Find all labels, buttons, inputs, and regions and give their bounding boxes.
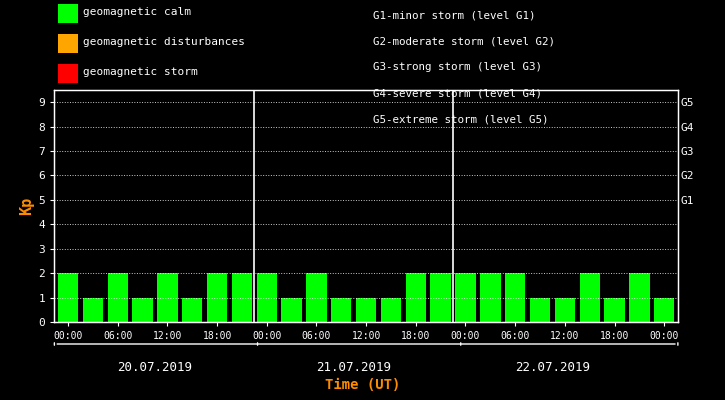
Text: G2-moderate storm (level G2): G2-moderate storm (level G2) (373, 36, 555, 46)
Bar (157, 273, 178, 322)
Text: G4-severe storm (level G4): G4-severe storm (level G4) (373, 88, 542, 98)
Text: Time (UT): Time (UT) (325, 378, 400, 392)
Bar (257, 273, 277, 322)
Bar (83, 298, 103, 322)
Text: 22.07.2019: 22.07.2019 (515, 361, 590, 374)
Text: G5-extreme storm (level G5): G5-extreme storm (level G5) (373, 114, 549, 124)
Bar (133, 298, 153, 322)
Text: 20.07.2019: 20.07.2019 (117, 361, 192, 374)
Bar (356, 298, 376, 322)
Bar (281, 298, 302, 322)
Bar (530, 298, 550, 322)
Bar (654, 298, 674, 322)
Bar (431, 273, 451, 322)
Bar (331, 298, 352, 322)
Bar (381, 298, 401, 322)
Bar (232, 273, 252, 322)
Bar (107, 273, 128, 322)
Text: G1-minor storm (level G1): G1-minor storm (level G1) (373, 10, 536, 20)
Bar (182, 298, 202, 322)
Bar (405, 273, 426, 322)
Text: geomagnetic disturbances: geomagnetic disturbances (83, 37, 245, 47)
Bar (605, 298, 625, 322)
Bar (555, 298, 575, 322)
Text: 21.07.2019: 21.07.2019 (316, 361, 392, 374)
Text: geomagnetic storm: geomagnetic storm (83, 67, 198, 77)
Bar (480, 273, 500, 322)
Text: G3-strong storm (level G3): G3-strong storm (level G3) (373, 62, 542, 72)
Bar (58, 273, 78, 322)
Bar (306, 273, 327, 322)
Bar (629, 273, 650, 322)
Text: geomagnetic calm: geomagnetic calm (83, 7, 191, 17)
Bar (207, 273, 227, 322)
Y-axis label: Kp: Kp (20, 197, 34, 215)
Bar (505, 273, 526, 322)
Bar (455, 273, 476, 322)
Bar (579, 273, 600, 322)
